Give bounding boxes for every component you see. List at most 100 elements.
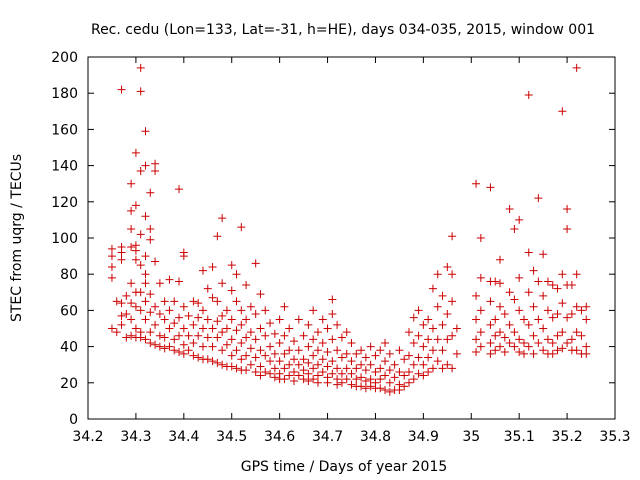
data-point (151, 167, 160, 176)
data-point (222, 324, 231, 333)
data-point (203, 284, 212, 293)
data-point (491, 346, 500, 355)
data-point (500, 310, 509, 319)
data-point (141, 270, 150, 279)
data-point (290, 376, 299, 385)
data-point (448, 297, 457, 306)
data-point (309, 335, 318, 344)
data-point (170, 346, 179, 355)
x-tick-label: 34.9 (408, 429, 439, 445)
chart-title: Rec. cedu (Lon=133, Lat=-31, h=HE), days… (91, 22, 595, 38)
data-point (366, 382, 375, 391)
data-point (256, 346, 265, 355)
data-point (141, 315, 150, 324)
data-point (500, 348, 509, 357)
data-point (582, 349, 591, 358)
data-point (136, 288, 145, 297)
data-point (141, 297, 150, 306)
data-point (433, 270, 442, 279)
data-point (448, 270, 457, 279)
data-point (342, 328, 351, 337)
data-point (333, 380, 342, 389)
data-point (227, 286, 236, 295)
data-point (352, 349, 361, 358)
data-point (270, 329, 279, 338)
data-point (529, 331, 538, 340)
data-point (155, 279, 164, 288)
data-point (160, 344, 169, 353)
data-point (395, 367, 404, 376)
data-point (242, 366, 251, 375)
data-point (146, 308, 155, 317)
data-point (117, 299, 126, 308)
data-point (203, 333, 212, 342)
data-point (304, 369, 313, 378)
data-point (251, 259, 260, 268)
data-point (524, 342, 533, 351)
data-point (443, 262, 452, 271)
data-point (419, 342, 428, 351)
data-point (548, 313, 557, 322)
data-point (117, 320, 126, 329)
data-point (428, 324, 437, 333)
data-point (285, 346, 294, 355)
data-point (323, 348, 332, 357)
data-point (539, 324, 548, 333)
data-point (572, 328, 581, 337)
data-point (227, 335, 236, 344)
data-point (304, 342, 313, 351)
y-axis: 0 20 40 60 80 100 120 140 160 180 200 (51, 50, 615, 428)
x-tick-label: 34.2 (72, 429, 103, 445)
data-point (160, 297, 169, 306)
data-point (553, 331, 562, 340)
data-point (352, 375, 361, 384)
data-point (237, 355, 246, 364)
data-point (146, 290, 155, 299)
data-point (122, 310, 131, 319)
data-point (524, 91, 533, 100)
data-point (213, 333, 222, 342)
data-point (218, 328, 227, 337)
data-point (122, 291, 131, 300)
data-point (112, 328, 121, 337)
data-point (313, 378, 322, 387)
data-point (290, 355, 299, 364)
data-point (414, 306, 423, 315)
data-point (500, 333, 509, 342)
data-point (251, 353, 260, 362)
data-point (496, 328, 505, 337)
data-point (376, 364, 385, 373)
data-point (563, 224, 572, 233)
x-tick-label: 34.5 (216, 429, 247, 445)
data-point (294, 315, 303, 324)
data-point (400, 371, 409, 380)
data-point (136, 306, 145, 315)
data-point (184, 311, 193, 320)
data-point (304, 358, 313, 367)
data-point (313, 328, 322, 337)
data-point (198, 342, 207, 351)
data-point (222, 340, 231, 349)
data-point (376, 384, 385, 393)
data-point (333, 320, 342, 329)
data-point (323, 378, 332, 387)
data-point (179, 302, 188, 311)
data-point (237, 223, 246, 232)
data-point (270, 364, 279, 373)
data-point (419, 320, 428, 329)
data-point (179, 324, 188, 333)
data-point (558, 299, 567, 308)
data-point (299, 355, 308, 364)
data-point (275, 338, 284, 347)
data-point (361, 366, 370, 375)
data-point (256, 290, 265, 299)
data-point (251, 310, 260, 319)
data-point (337, 353, 346, 362)
data-point (519, 349, 528, 358)
data-point (261, 351, 270, 360)
data-point (107, 273, 116, 282)
data-point (175, 313, 184, 322)
data-point (486, 297, 495, 306)
data-point (357, 382, 366, 391)
data-point (266, 342, 275, 351)
